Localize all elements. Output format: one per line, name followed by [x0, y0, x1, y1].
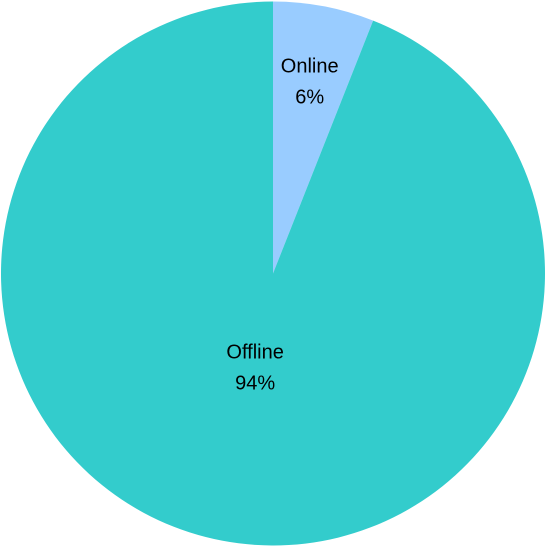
- slice-category-label: Online: [281, 56, 339, 78]
- slice-percent-label: 94%: [235, 373, 275, 395]
- pie-labels: Online 6% Offline 94%: [226, 56, 338, 395]
- slice-category-label: Offline: [226, 342, 283, 364]
- slice-percent-label: 6%: [295, 87, 324, 109]
- pie-slice-online: [273, 1, 374, 274]
